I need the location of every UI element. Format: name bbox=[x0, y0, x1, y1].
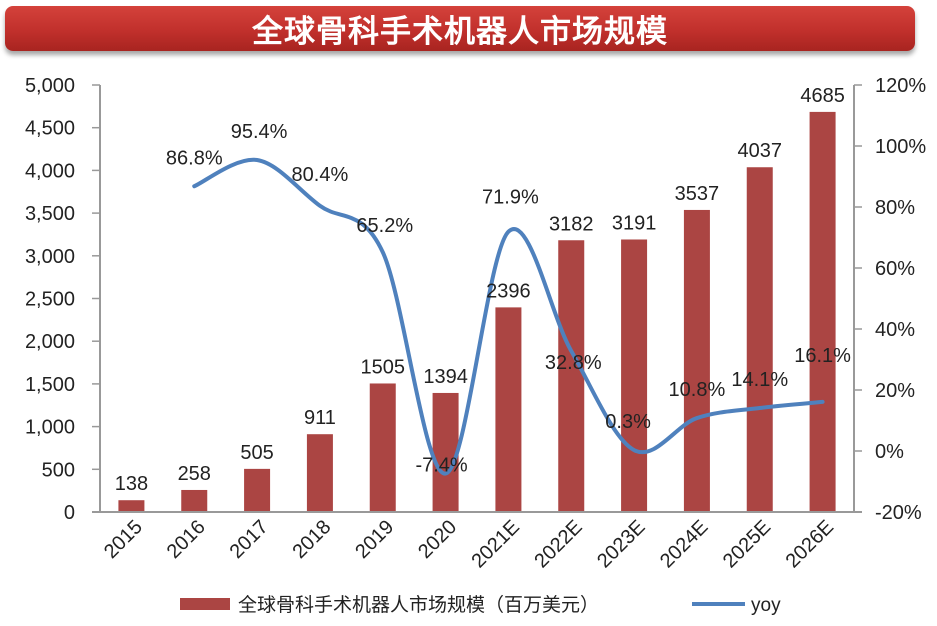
legend-bar-swatch bbox=[180, 598, 230, 610]
yoy-line-series bbox=[192, 157, 825, 476]
left-axis-tick-label: 0 bbox=[64, 502, 75, 524]
x-axis-tick-label: 2018 bbox=[288, 516, 335, 563]
right-axis-tick-label: 60% bbox=[875, 258, 915, 280]
yoy-value-label: -7.4% bbox=[415, 455, 467, 477]
right-axis-tick-label: 120% bbox=[875, 75, 926, 97]
x-axis-tick-label: 2020 bbox=[414, 516, 461, 563]
x-axis-tick-label: 2016 bbox=[163, 516, 210, 563]
bar-value-label: 3537 bbox=[675, 183, 720, 205]
bar-value-label: 258 bbox=[178, 463, 211, 485]
chart-title: 全球骨科手术机器人市场规模 bbox=[252, 14, 668, 50]
bar-2026E bbox=[809, 111, 836, 512]
yoy-line bbox=[192, 157, 825, 476]
yoy-value-label: 10.8% bbox=[669, 379, 726, 401]
x-axis-tick-label: 2022E bbox=[530, 516, 586, 572]
yoy-value-label: 95.4% bbox=[231, 121, 288, 143]
left-axis-tick-label: 2,000 bbox=[25, 331, 75, 353]
bar-2020 bbox=[432, 392, 459, 512]
right-axis-tick-label: 40% bbox=[875, 319, 915, 341]
x-axis-tick-label: 2017 bbox=[226, 516, 273, 563]
bar-value-label: 911 bbox=[304, 407, 336, 429]
yoy-value-label: 32.8% bbox=[545, 352, 602, 374]
left-axis-tick-label: 3,500 bbox=[25, 203, 75, 225]
bar-value-label: 1505 bbox=[361, 356, 406, 378]
x-axis-tick-label: 2019 bbox=[351, 516, 398, 563]
yoy-value-label: 71.9% bbox=[482, 187, 539, 209]
bar-value-label: 3182 bbox=[549, 213, 594, 235]
bar-2023E bbox=[621, 239, 648, 513]
axes: 0 500 1,000 1,500 2,000 2,500 3,000 3,500 4,000 4… bbox=[25, 75, 926, 572]
bar-2025E bbox=[746, 167, 773, 512]
left-axis-tick-label: 4,500 bbox=[25, 118, 75, 140]
left-axis-tick-label: 4,000 bbox=[25, 160, 75, 182]
yoy-value-label: 0.3% bbox=[605, 411, 651, 433]
right-axis-tick-label: 100% bbox=[875, 136, 926, 158]
bar-2017 bbox=[244, 468, 271, 512]
right-axis-tick-label: 0% bbox=[875, 441, 904, 463]
x-axis-tick-label: 2021E bbox=[467, 516, 523, 572]
chart-title-banner: 全球骨科手术机器人市场规模 bbox=[5, 6, 915, 51]
bar-value-label: 1394 bbox=[423, 366, 468, 388]
x-axis-tick-label: 2024E bbox=[656, 516, 712, 572]
left-axis-tick-label: 500 bbox=[42, 459, 75, 481]
legend-bar-label: 全球骨科手术机器人市场规模（百万美元） bbox=[238, 594, 599, 616]
bar-value-label: 505 bbox=[240, 442, 273, 464]
left-axis-tick-label: 1,500 bbox=[25, 374, 75, 396]
x-axis-tick-label: 2026E bbox=[782, 516, 838, 572]
bar-value-label: 2396 bbox=[486, 280, 531, 302]
right-axis-tick-label: 80% bbox=[875, 197, 915, 219]
left-axis-tick-label: 2,500 bbox=[25, 289, 75, 311]
bar-series bbox=[118, 111, 836, 513]
left-axis-tick-label: 3,000 bbox=[25, 246, 75, 268]
bar-2019 bbox=[369, 383, 396, 512]
bar-2018 bbox=[306, 434, 333, 512]
bar-value-label: 138 bbox=[115, 473, 148, 495]
x-axis-tick-label: 2015 bbox=[100, 516, 147, 563]
legend-line-label: yoy bbox=[751, 595, 781, 616]
bar-2024E bbox=[683, 209, 710, 513]
bar-value-label: 3191 bbox=[612, 212, 657, 234]
bar-2015 bbox=[118, 500, 145, 512]
x-axis-tick-label: 2023E bbox=[593, 516, 649, 572]
yoy-value-label: 14.1% bbox=[731, 369, 788, 391]
yoy-value-label: 16.1% bbox=[794, 345, 851, 367]
data-labels: 138 258 505 911 1505 1394 2396 3182 3191 3537 4037… bbox=[115, 85, 851, 495]
x-axis-tick-label: 2025E bbox=[719, 516, 775, 572]
right-axis-tick-label: 20% bbox=[875, 380, 915, 402]
yoy-value-label: 65.2% bbox=[356, 215, 413, 237]
yoy-value-label: 80.4% bbox=[292, 164, 349, 186]
left-axis-tick-label: 1,000 bbox=[25, 417, 75, 439]
bar-value-label: 4685 bbox=[800, 85, 845, 107]
yoy-value-label: 86.8% bbox=[166, 147, 223, 169]
bar-2016 bbox=[181, 489, 208, 512]
right-axis-tick-label: -20% bbox=[875, 502, 922, 524]
bar-2021E bbox=[495, 307, 522, 512]
left-axis-tick-label: 5,000 bbox=[25, 75, 75, 97]
legend: 全球骨科手术机器人市场规模（百万美元） yoy bbox=[180, 594, 781, 616]
bar-2022E bbox=[558, 240, 585, 512]
bar-value-label: 4037 bbox=[738, 140, 783, 162]
